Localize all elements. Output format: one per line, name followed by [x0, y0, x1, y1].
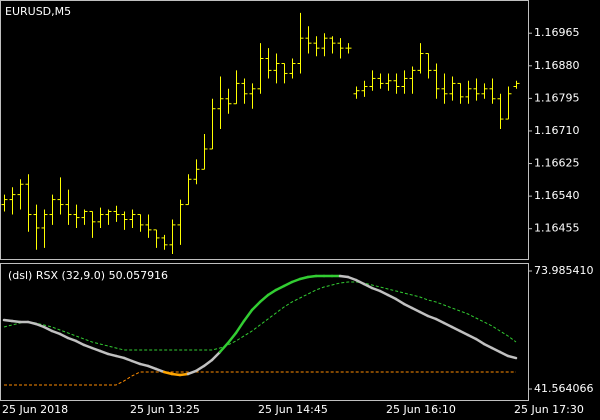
rsx-segment [410, 306, 422, 314]
rsx-segment [114, 354, 126, 360]
rsx-segment [242, 308, 254, 323]
level-line [3, 281, 517, 351]
rsx-segment [178, 372, 190, 377]
x-tick-label: 25 Jun 2018 [2, 403, 68, 416]
rsx-segment [466, 333, 478, 341]
rsx-segment [426, 314, 438, 321]
rsx-segment [154, 367, 166, 374]
y-tick-label: 73.985410 [534, 264, 594, 277]
rsx-segment [482, 342, 494, 350]
rsx-segment [354, 278, 366, 286]
y-tick-label: 1.16965 [534, 26, 580, 39]
rsx-segment [490, 346, 502, 354]
rsx-segment [98, 349, 110, 356]
rsx-segment [42, 325, 54, 333]
rsx-segment [450, 325, 462, 333]
rsx-segment [90, 346, 102, 353]
y-tick-label: 1.16625 [534, 157, 580, 170]
rsx-segment [274, 284, 286, 292]
rsx-segment [58, 332, 70, 340]
rsx-segment [506, 354, 518, 360]
rsx-segment [298, 275, 310, 281]
rsx-segment [362, 282, 374, 290]
x-tick-label: 25 Jun 13:25 [130, 403, 200, 416]
rsx-segment [458, 329, 470, 337]
rsx-segment [418, 310, 430, 318]
rsx-segment [402, 302, 414, 310]
y-tick-label: 1.16795 [534, 91, 580, 104]
rsx-segment [2, 318, 14, 323]
rsx-segment [226, 331, 238, 345]
price-panel [0, 0, 529, 260]
rsx-segment [162, 370, 174, 376]
x-tick-label: 25 Jun 14:45 [258, 403, 328, 416]
rsx-segment [394, 297, 406, 306]
rsx-segment [234, 319, 246, 335]
rsx-segment [74, 339, 86, 347]
rsx-segment [50, 329, 62, 336]
rsx-segment [82, 343, 94, 350]
rsx-segment [106, 352, 118, 358]
chart-title: EURUSD,M5 [5, 5, 71, 18]
rsx-segment [442, 321, 454, 329]
rsx-segment [498, 350, 510, 358]
x-tick-label: 25 Jun 16:10 [386, 403, 456, 416]
rsx-segment [282, 280, 294, 288]
rsx-segment [386, 293, 398, 301]
x-tick-label: 25 Jun 17:30 [514, 403, 584, 416]
y-tick-label: 1.16540 [534, 189, 580, 202]
y-tick-label: 41.564066 [534, 382, 594, 395]
rsx-segment [202, 358, 214, 368]
indicator-title: (dsl) RSX (32,9.0) 50.057916 [8, 269, 168, 282]
rsx-segment [290, 277, 302, 284]
rsx-segment [258, 293, 270, 304]
rsx-segment [194, 364, 206, 373]
rsx-segment [434, 317, 446, 325]
level-line [4, 371, 516, 386]
y-tick-label: 1.16455 [534, 222, 580, 235]
rsx-segment [306, 274, 318, 279]
rsx-segment [218, 341, 230, 354]
rsx-segment [122, 356, 134, 363]
y-tick-label: 1.16710 [534, 124, 580, 137]
rsx-segment [370, 286, 382, 293]
rsx-segment [338, 274, 350, 279]
rsx-segment [130, 359, 142, 366]
rsx-segment [10, 319, 22, 324]
rsx-segment [250, 300, 262, 312]
indicator-panel [0, 263, 529, 401]
rsx-segment [26, 320, 38, 326]
rsx-segment [266, 288, 278, 297]
rsx-segment [66, 336, 78, 343]
rsx-segment [210, 350, 222, 362]
rsx-segment [346, 275, 358, 282]
rsx-segment [34, 322, 46, 329]
rsx-segment [170, 372, 182, 377]
rsx-segment [186, 369, 198, 376]
rsx-segment [138, 362, 150, 368]
rsx-segment [474, 337, 486, 346]
rsx-segment [146, 364, 158, 371]
rsx-segment [378, 289, 390, 297]
y-tick-label: 1.16880 [534, 59, 580, 72]
